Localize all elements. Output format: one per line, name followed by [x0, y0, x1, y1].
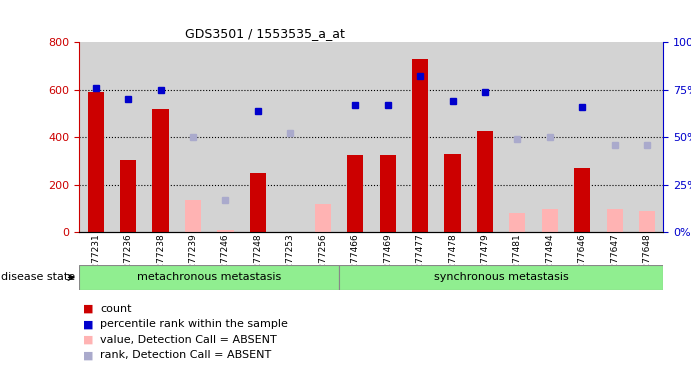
FancyBboxPatch shape	[339, 265, 663, 290]
Bar	[347, 155, 363, 232]
FancyBboxPatch shape	[79, 265, 339, 290]
Text: value, Detection Call = ABSENT: value, Detection Call = ABSENT	[100, 335, 277, 345]
Text: ■: ■	[83, 350, 93, 360]
Text: count: count	[100, 304, 132, 314]
Text: rank, Detection Call = ABSENT: rank, Detection Call = ABSENT	[100, 350, 272, 360]
Bar	[542, 209, 558, 232]
Text: percentile rank within the sample: percentile rank within the sample	[100, 319, 288, 329]
Bar	[412, 59, 428, 232]
Text: ■: ■	[83, 304, 93, 314]
Bar	[509, 214, 525, 232]
Bar	[153, 109, 169, 232]
Bar	[218, 230, 234, 232]
Bar	[249, 173, 266, 232]
Bar	[639, 211, 655, 232]
Bar	[314, 204, 331, 232]
Bar	[88, 92, 104, 232]
Bar	[120, 160, 136, 232]
Text: metachronous metastasis: metachronous metastasis	[137, 272, 281, 283]
Text: GDS3501 / 1553535_a_at: GDS3501 / 1553535_a_at	[184, 26, 344, 40]
Bar	[607, 209, 623, 232]
Bar	[444, 154, 461, 232]
Bar	[185, 200, 201, 232]
Text: synchronous metastasis: synchronous metastasis	[434, 272, 569, 283]
Bar	[574, 168, 590, 232]
Bar	[379, 155, 396, 232]
Text: ■: ■	[83, 319, 93, 329]
Bar	[477, 131, 493, 232]
Text: disease state: disease state	[1, 272, 75, 283]
Text: ■: ■	[83, 335, 93, 345]
